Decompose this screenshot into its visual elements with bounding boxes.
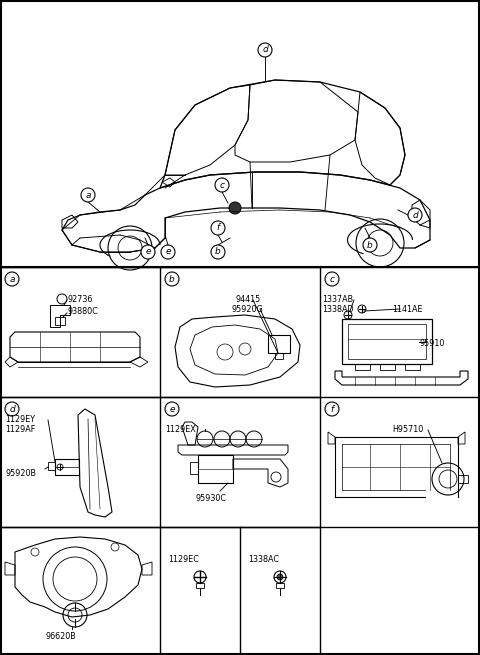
Circle shape <box>325 272 339 286</box>
Circle shape <box>363 238 377 252</box>
Text: 1129EX: 1129EX <box>165 425 196 434</box>
Text: b: b <box>215 248 221 257</box>
Text: e: e <box>165 248 171 257</box>
Circle shape <box>211 245 225 259</box>
Circle shape <box>211 221 225 235</box>
Text: 1338AC: 1338AC <box>248 555 279 564</box>
Circle shape <box>161 245 175 259</box>
Circle shape <box>215 178 229 192</box>
Circle shape <box>408 208 422 222</box>
Text: 95930C: 95930C <box>195 494 226 503</box>
Bar <box>355 364 370 370</box>
Text: c: c <box>219 181 225 189</box>
Circle shape <box>229 202 241 214</box>
Text: b: b <box>367 240 373 250</box>
Text: c: c <box>329 274 335 284</box>
Text: b: b <box>169 274 175 284</box>
Circle shape <box>165 272 179 286</box>
Text: 94415: 94415 <box>235 295 260 304</box>
Text: H95710: H95710 <box>392 425 423 434</box>
Bar <box>348 324 426 359</box>
Bar <box>48 462 55 470</box>
Text: 1129EC: 1129EC <box>168 555 199 564</box>
Text: f: f <box>216 223 219 233</box>
Text: d: d <box>9 405 15 413</box>
Text: d: d <box>262 45 268 54</box>
Text: e: e <box>169 405 175 413</box>
Circle shape <box>325 402 339 416</box>
Circle shape <box>277 574 283 580</box>
Circle shape <box>141 245 155 259</box>
Bar <box>198 455 233 483</box>
Text: 96620B: 96620B <box>45 632 76 641</box>
Bar <box>196 583 204 588</box>
Text: 1338AD: 1338AD <box>322 305 354 314</box>
Circle shape <box>5 402 19 416</box>
Text: a: a <box>9 274 15 284</box>
Bar <box>276 583 284 588</box>
Text: d: d <box>412 210 418 219</box>
Text: 1129EY: 1129EY <box>5 415 35 424</box>
Text: e: e <box>145 248 151 257</box>
Bar <box>275 353 283 359</box>
Text: 1129AF: 1129AF <box>5 425 35 434</box>
Text: 95910: 95910 <box>420 339 445 348</box>
Text: 93880C: 93880C <box>68 307 99 316</box>
Bar <box>405 364 420 370</box>
Text: 92736: 92736 <box>68 295 94 304</box>
Text: 1337AB: 1337AB <box>322 295 353 304</box>
Circle shape <box>165 402 179 416</box>
Circle shape <box>81 188 95 202</box>
Circle shape <box>5 272 19 286</box>
Bar <box>380 364 395 370</box>
Bar <box>268 335 290 353</box>
Bar <box>55 459 79 475</box>
Bar <box>55 317 65 325</box>
Text: 95920G: 95920G <box>232 305 264 314</box>
Bar <box>342 319 432 364</box>
Circle shape <box>258 43 272 57</box>
Text: f: f <box>330 405 334 413</box>
Text: 1141AE: 1141AE <box>392 305 422 314</box>
Text: 95920B: 95920B <box>5 469 36 478</box>
Bar <box>190 462 198 474</box>
Text: a: a <box>85 191 91 200</box>
Bar <box>458 475 468 483</box>
